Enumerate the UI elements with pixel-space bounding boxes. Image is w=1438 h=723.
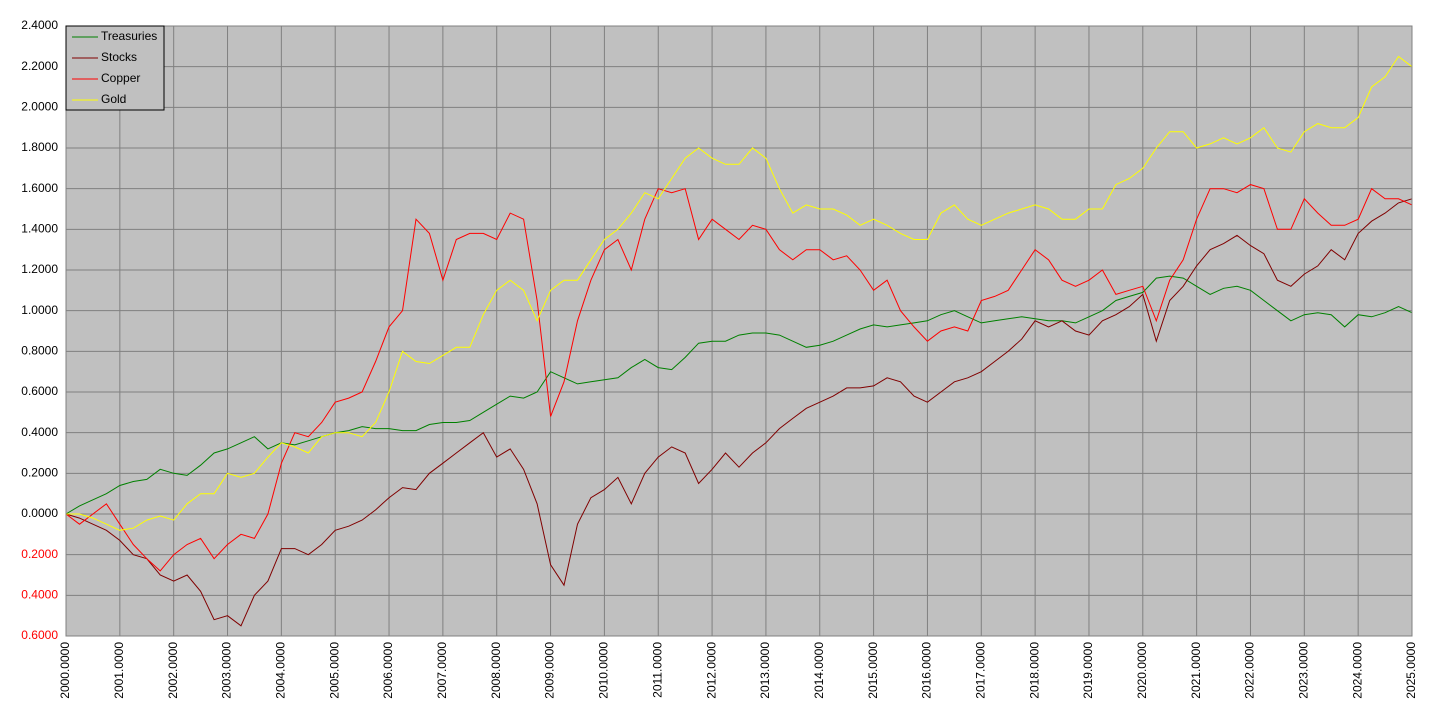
y-tick-label: 0.8000 [21,344,58,358]
x-tick-label: 2021.0000 [1189,642,1203,699]
x-tick-label: 2005.0000 [327,642,341,699]
y-tick-label: 0.2000 [21,547,58,561]
y-tick-label: 0.2000 [21,466,58,480]
x-tick-label: 2002.0000 [166,642,180,699]
x-tick-label: 2016.0000 [920,642,934,699]
y-tick-label: 0.4000 [21,425,58,439]
legend: Treasuries Stocks Copper Gold [65,25,165,111]
x-tick-label: 2015.0000 [866,642,880,699]
x-tick-label: 2007.0000 [435,642,449,699]
x-tick-label: 2000.0000 [58,642,72,699]
y-tick-label: 1.0000 [21,303,58,317]
x-tick-label: 2004.0000 [274,642,288,699]
y-tick-label: 2.2000 [21,59,58,73]
x-tick-label: 2022.0000 [1243,642,1257,699]
y-tick-label: 1.2000 [21,262,58,276]
x-tick-label: 2018.0000 [1027,642,1041,699]
x-tick-label: 2003.0000 [220,642,234,699]
plot-border [65,25,1413,637]
x-tick-label: 2001.0000 [112,642,126,699]
plot-area [66,26,1412,636]
x-tick-label: 2019.0000 [1081,642,1095,699]
x-tick-label: 2012.0000 [704,642,718,699]
x-tick-label: 2010.0000 [597,642,611,699]
x-tick-label: 2023.0000 [1296,642,1310,699]
legend-label: Gold [101,92,126,106]
y-tick-label: 1.8000 [21,140,58,154]
y-tick-label: 2.4000 [21,18,58,32]
x-tick-label: 2009.0000 [543,642,557,699]
x-tick-label: 2020.0000 [1135,642,1149,699]
series-line [65,275,1413,515]
series-line [65,184,1413,572]
x-tick-label: 2025.0000 [1404,642,1418,699]
y-tick-label: 0.0000 [21,506,58,520]
legend-label: Copper [101,71,140,85]
x-tick-label: 2008.0000 [489,642,503,699]
x-tick-label: 2013.0000 [758,642,772,699]
legend-box [65,25,165,111]
series-line [65,198,1413,627]
y-tick-label: 1.6000 [21,181,58,195]
y-tick-label: 0.4000 [21,588,58,602]
y-tick-label: 2.0000 [21,100,58,114]
series-line [66,55,1413,531]
x-tick-label: 2024.0000 [1350,642,1364,699]
x-tick-label: 2006.0000 [381,642,395,699]
y-tick-label: 0.6000 [21,628,58,642]
legend-label: Treasuries [101,29,157,43]
x-tick-label: 2017.0000 [973,642,987,699]
x-tick-label: 2014.0000 [812,642,826,699]
y-tick-label: 1.4000 [21,222,58,236]
legend-label: Stocks [101,50,137,64]
x-tick-label: 2011.0000 [650,642,664,698]
y-tick-label: 0.6000 [21,384,58,398]
